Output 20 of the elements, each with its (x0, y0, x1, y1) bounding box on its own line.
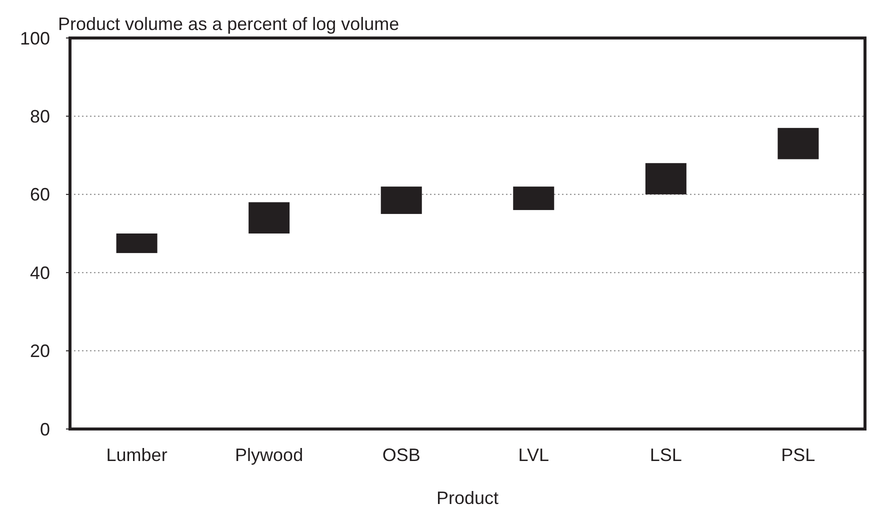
y-tick-label: 0 (40, 419, 50, 440)
x-tick-label: OSB (382, 445, 420, 465)
y-tick-label: 40 (30, 262, 50, 283)
x-tick-label: LSL (650, 445, 682, 465)
bar (116, 234, 158, 254)
bar (778, 128, 819, 160)
bar (513, 186, 554, 210)
y-tick-label: 100 (20, 28, 50, 48)
y-axis-title: Product volume as a percent of log volume (58, 14, 400, 34)
y-tick-label: 80 (30, 106, 50, 126)
x-tick-label: PSL (781, 445, 816, 465)
bar (380, 186, 422, 214)
y-tick-label: 20 (30, 341, 50, 362)
bar (248, 202, 290, 234)
x-tick-label: LVL (518, 445, 549, 465)
x-tick-label: Lumber (106, 445, 168, 465)
bar (645, 163, 686, 194)
x-axis-title: Product (436, 488, 499, 508)
x-tick-label: Plywood (235, 445, 304, 465)
y-tick-label: 60 (30, 184, 50, 205)
